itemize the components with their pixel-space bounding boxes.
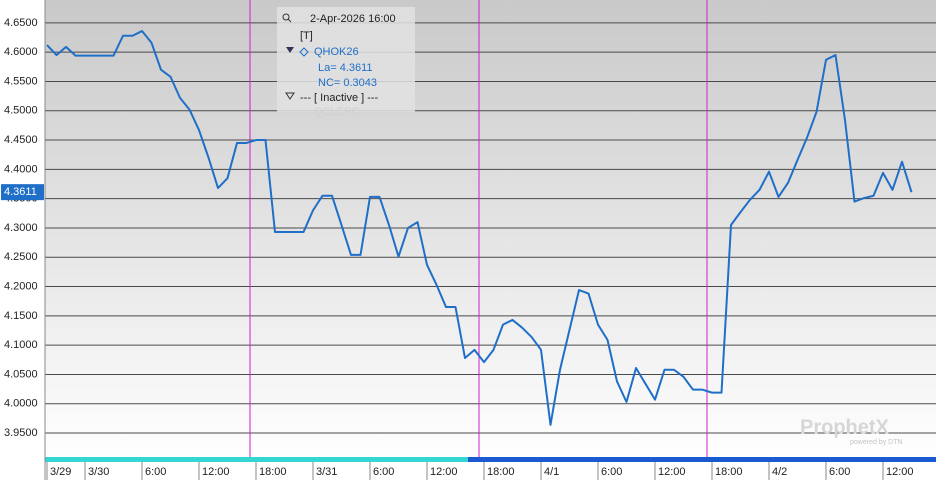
y-tick-label: 4.1500 xyxy=(4,310,38,322)
plot-area xyxy=(45,0,936,460)
y-tick-label: 4.6500 xyxy=(4,17,38,29)
tooltip: 2-Apr-2026 16:00 [T] QHOK26 La= 4.3611 N… xyxy=(277,7,415,118)
last-value-box xyxy=(1,184,44,201)
legend-icon xyxy=(299,47,309,57)
tooltip-line: NC= 0.3043 xyxy=(318,77,377,89)
watermark-brand: ProphetX xyxy=(800,416,890,438)
tooltip-period: [T] xyxy=(300,30,313,42)
tooltip-inactive: --- [ Inactive ] --- xyxy=(300,92,379,104)
y-tick-label: 4.6000 xyxy=(4,46,38,58)
x-tick-label: 4/1 xyxy=(544,466,559,478)
zoom-icon xyxy=(282,13,290,21)
series-layer xyxy=(46,30,913,426)
axis-band xyxy=(468,457,936,462)
y-tick-label: 4.1000 xyxy=(4,339,38,351)
y-tick-label: 3.9500 xyxy=(4,427,38,439)
x-tick-label: 18:00 xyxy=(715,466,743,478)
x-tick-label: 12:00 xyxy=(658,466,686,478)
y-tick-label: 4.2000 xyxy=(4,280,38,292)
y-tick-label: 4.0000 xyxy=(4,398,38,410)
x-tick-label: 6:00 xyxy=(601,466,622,478)
grid xyxy=(45,22,936,434)
tooltip-inactive-series: QCLEPC xyxy=(314,106,359,118)
last-value-label: 4.3611 xyxy=(4,186,37,198)
axis-band xyxy=(45,457,468,462)
tooltip-line: La= 4.3611 xyxy=(318,62,373,74)
expand-icon xyxy=(285,92,295,100)
y-tick-label: 4.2500 xyxy=(4,251,38,263)
y-tick-label: 4.4000 xyxy=(4,163,38,175)
zoom-icon xyxy=(287,18,292,23)
watermark-powered: powered by DTN xyxy=(850,439,903,446)
x-tick-label: 12:00 xyxy=(202,466,230,478)
x-tick-label: 3/31 xyxy=(316,466,337,478)
expand-icon xyxy=(286,47,294,53)
y-tick-label: 4.4500 xyxy=(4,134,38,146)
x-tick-label: 4/2 xyxy=(772,466,787,478)
x-tick-label: 3/29 xyxy=(50,466,71,478)
x-tick-label: 6:00 xyxy=(373,466,394,478)
x-tick-label: 6:00 xyxy=(145,466,166,478)
x-tick-label: 12:00 xyxy=(430,466,458,478)
x-tick-label: 18:00 xyxy=(259,466,287,478)
x-tick-label: 18:00 xyxy=(487,466,515,478)
tooltip-box xyxy=(277,7,415,112)
watermark: ProphetX powered by DTN xyxy=(800,416,903,446)
price-line xyxy=(46,30,913,426)
legend-label: QHOK26 xyxy=(314,46,359,58)
y-tick-label: 4.0500 xyxy=(4,368,38,380)
y-tick-label: 4.5500 xyxy=(4,75,38,87)
x-tick-label: 3/30 xyxy=(88,466,109,478)
y-tick-label: 4.5000 xyxy=(4,105,38,117)
y-tick-label: 4.3000 xyxy=(4,222,38,234)
tooltip-time: 2-Apr-2026 16:00 xyxy=(310,13,396,25)
x-tick-label: 12:00 xyxy=(886,466,914,478)
x-tick-label: 6:00 xyxy=(829,466,850,478)
